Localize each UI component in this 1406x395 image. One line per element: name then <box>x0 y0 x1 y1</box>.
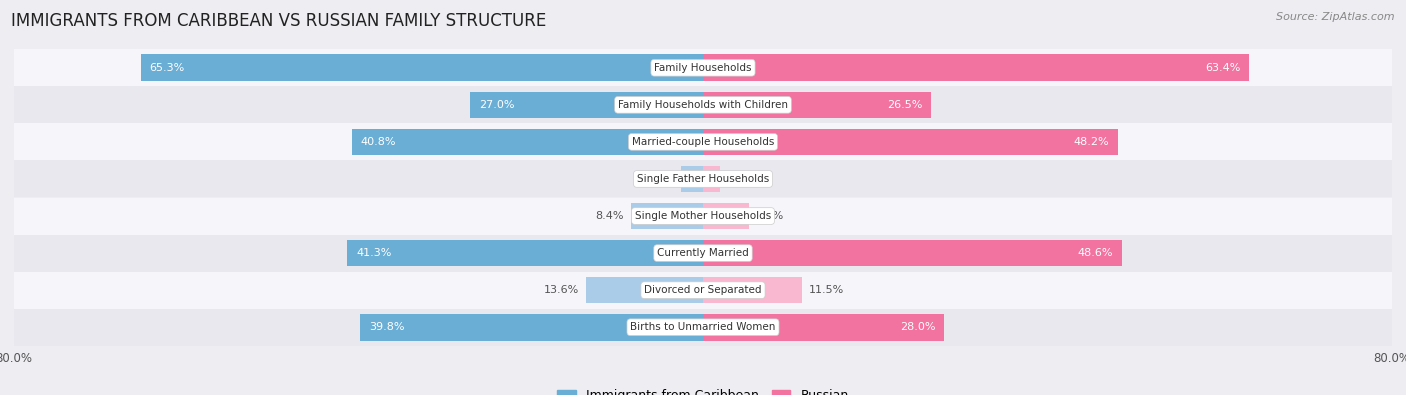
Text: Family Households: Family Households <box>654 63 752 73</box>
Text: 27.0%: 27.0% <box>479 100 515 110</box>
Bar <box>14 235 1392 272</box>
Text: Single Father Households: Single Father Households <box>637 174 769 184</box>
Text: Source: ZipAtlas.com: Source: ZipAtlas.com <box>1277 12 1395 22</box>
Text: 11.5%: 11.5% <box>808 285 844 295</box>
Text: 41.3%: 41.3% <box>356 248 391 258</box>
Text: 5.3%: 5.3% <box>755 211 783 221</box>
Text: 13.6%: 13.6% <box>544 285 579 295</box>
Text: 2.5%: 2.5% <box>647 174 675 184</box>
Text: 28.0%: 28.0% <box>900 322 935 332</box>
Bar <box>703 203 748 229</box>
Bar <box>14 198 1392 235</box>
Bar <box>14 49 1392 87</box>
Bar <box>14 160 1392 198</box>
Bar <box>703 277 801 303</box>
Bar <box>360 314 703 340</box>
Text: 39.8%: 39.8% <box>368 322 405 332</box>
Text: IMMIGRANTS FROM CARIBBEAN VS RUSSIAN FAMILY STRUCTURE: IMMIGRANTS FROM CARIBBEAN VS RUSSIAN FAM… <box>11 12 547 30</box>
Text: Births to Unmarried Women: Births to Unmarried Women <box>630 322 776 332</box>
Bar <box>347 240 703 267</box>
Bar <box>631 203 703 229</box>
Bar <box>352 128 703 155</box>
Text: 26.5%: 26.5% <box>887 100 922 110</box>
Bar <box>471 92 703 118</box>
Bar <box>703 166 720 192</box>
Bar <box>703 240 1122 267</box>
Text: 65.3%: 65.3% <box>149 63 184 73</box>
Bar <box>682 166 703 192</box>
Bar <box>586 277 703 303</box>
Bar <box>14 87 1392 123</box>
Bar <box>703 128 1118 155</box>
Text: 8.4%: 8.4% <box>595 211 624 221</box>
Text: Currently Married: Currently Married <box>657 248 749 258</box>
Bar <box>703 92 931 118</box>
Bar <box>703 314 945 340</box>
Bar <box>141 55 703 81</box>
Text: Divorced or Separated: Divorced or Separated <box>644 285 762 295</box>
Bar <box>14 308 1392 346</box>
Text: 48.6%: 48.6% <box>1077 248 1114 258</box>
Text: 40.8%: 40.8% <box>360 137 395 147</box>
Bar <box>14 272 1392 308</box>
Legend: Immigrants from Caribbean, Russian: Immigrants from Caribbean, Russian <box>553 384 853 395</box>
Bar <box>703 55 1249 81</box>
Text: 63.4%: 63.4% <box>1205 63 1240 73</box>
Text: Single Mother Households: Single Mother Households <box>636 211 770 221</box>
Bar <box>14 123 1392 160</box>
Text: Married-couple Households: Married-couple Households <box>631 137 775 147</box>
Text: Family Households with Children: Family Households with Children <box>619 100 787 110</box>
Text: 48.2%: 48.2% <box>1074 137 1109 147</box>
Text: 2.0%: 2.0% <box>727 174 755 184</box>
